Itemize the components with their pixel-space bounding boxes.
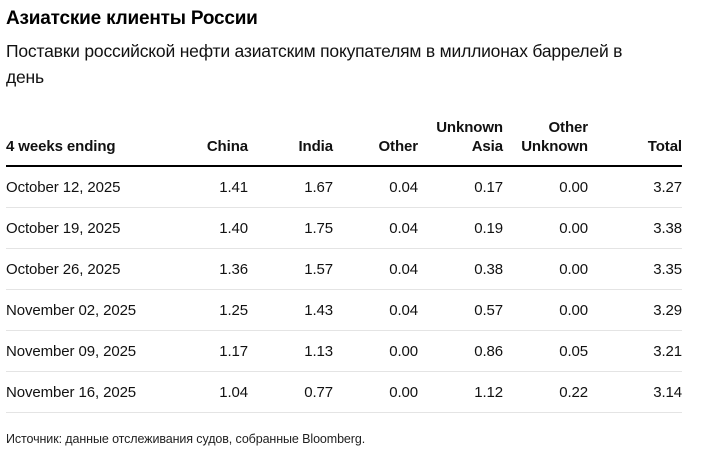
value-cell: 1.40 [164,207,248,249]
table-row: October 12, 2025 1.41 1.67 0.04 0.17 0.00 3.27 [6,166,682,208]
value-cell: 3.35 [588,248,682,290]
value-cell: 1.25 [164,289,248,331]
date-cell: November 09, 2025 [6,330,164,372]
value-cell: 0.00 [333,371,418,413]
value-cell: 0.57 [418,289,503,331]
col-header-4-weeks-ending: 4 weeks ending [6,98,164,167]
value-cell: 0.04 [333,289,418,331]
value-cell: 1.04 [164,371,248,413]
value-cell: 0.00 [503,248,588,290]
value-cell: 0.00 [333,330,418,372]
table-row: November 02, 2025 1.25 1.43 0.04 0.57 0.00 3.2… [6,289,682,331]
value-cell: 0.00 [503,166,588,208]
value-cell: 1.43 [248,289,333,331]
value-cell: 0.04 [333,248,418,290]
table-row: October 26, 2025 1.36 1.57 0.04 0.38 0.00 3.35 [6,248,682,290]
oil-deliveries-table: 4 weeks ending China India Other Unknown… [6,98,682,413]
value-cell: 0.00 [503,289,588,331]
date-cell: October 12, 2025 [6,166,164,208]
value-cell: 1.12 [418,371,503,413]
value-cell: 0.04 [333,207,418,249]
value-cell: 0.22 [503,371,588,413]
value-cell: 0.05 [503,330,588,372]
value-cell: 1.67 [248,166,333,208]
table-graphic: Азиатские клиенты России Поставки россий… [6,8,682,446]
table-row: October 19, 2025 1.40 1.75 0.04 0.19 0.00 3.38 [6,207,682,249]
value-cell: 3.21 [588,330,682,372]
date-cell: November 16, 2025 [6,371,164,413]
header-row: 4 weeks ending China India Other Unknown… [6,98,682,167]
table-row: November 16, 2025 1.04 0.77 0.00 1.12 0.22 3.1… [6,371,682,413]
date-cell: October 19, 2025 [6,207,164,249]
date-cell: November 02, 2025 [6,289,164,331]
value-cell: 1.17 [164,330,248,372]
value-cell: 3.14 [588,371,682,413]
value-cell: 0.77 [248,371,333,413]
value-cell: 0.17 [418,166,503,208]
value-cell: 0.00 [503,207,588,249]
source-note: Источник: данные отслеживания судов, соб… [6,432,366,446]
value-cell: 1.41 [164,166,248,208]
page-subtitle: Поставки российской нефти азиатским поку… [6,41,623,87]
value-cell: 1.75 [248,207,333,249]
value-cell: 0.86 [418,330,503,372]
date-cell: October 26, 2025 [6,248,164,290]
value-cell: 1.36 [164,248,248,290]
col-header-other: Other [333,98,418,167]
value-cell: 1.13 [248,330,333,372]
value-cell: 3.27 [588,166,682,208]
page-title: Азиатские клиенты России [6,8,258,29]
value-cell: 1.57 [248,248,333,290]
value-cell: 3.29 [588,289,682,331]
col-header-china: China [164,98,248,167]
value-cell: 0.04 [333,166,418,208]
value-cell: 0.38 [418,248,503,290]
col-header-total: Total [588,98,682,167]
table-header: 4 weeks ending China India Other Unknown… [6,98,682,167]
col-header-india: India [248,98,333,167]
value-cell: 0.19 [418,207,503,249]
table-body: October 12, 2025 1.41 1.67 0.04 0.17 0.00 3.27… [6,166,682,413]
table-row: November 09, 2025 1.17 1.13 0.00 0.86 0.05 3.2… [6,330,682,372]
col-header-unknown-asia: Unknown Asia [418,98,503,167]
col-header-other-unknown: Other Unknown [503,98,588,167]
value-cell: 3.38 [588,207,682,249]
